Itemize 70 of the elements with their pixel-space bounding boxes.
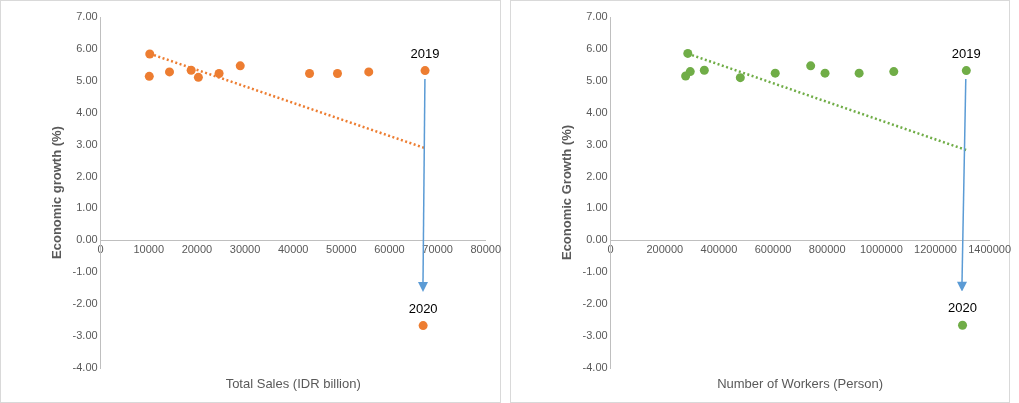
y-tick-label: 6.00 xyxy=(585,41,608,54)
point xyxy=(418,321,428,331)
y-tick-label: 2.00 xyxy=(76,169,98,182)
point xyxy=(214,68,224,78)
x-tick-label: 50000 xyxy=(326,242,357,255)
y-tick-label: 6.00 xyxy=(76,41,98,54)
annotation: 2020 xyxy=(408,300,438,316)
y-tick-label: 1.00 xyxy=(585,201,608,214)
point xyxy=(332,68,342,78)
point xyxy=(770,68,780,78)
x-tick-label: 1400000 xyxy=(967,242,1011,255)
x-tick-label: 400000 xyxy=(700,242,737,255)
x-tick-label: 40000 xyxy=(277,242,309,255)
point xyxy=(165,67,174,77)
point xyxy=(699,65,709,75)
point xyxy=(364,67,374,77)
point xyxy=(235,61,245,71)
x-axis-title: Total Sales (IDR billion) xyxy=(225,375,361,391)
annotation: 2019 xyxy=(951,45,981,61)
y-tick-label: 4.00 xyxy=(585,105,608,118)
annotation: 2020 xyxy=(947,300,977,316)
point xyxy=(193,72,203,82)
y-tick-label: -4.00 xyxy=(582,361,608,374)
y-tick-label: -3.00 xyxy=(582,329,608,342)
y-tick-label: -1.00 xyxy=(582,265,608,278)
x-tick-label: 10000 xyxy=(133,242,165,255)
point xyxy=(685,67,695,77)
x-axis-title: Number of Workers (Person) xyxy=(716,375,883,391)
point xyxy=(854,68,864,78)
x-tick-label: 600000 xyxy=(754,242,791,255)
y-tick-label: 0.00 xyxy=(585,233,608,246)
y-tick-label: 7.00 xyxy=(585,10,608,23)
x-tick-label: 70000 xyxy=(422,242,453,255)
y-tick-label: 7.00 xyxy=(76,10,98,23)
point xyxy=(820,68,830,78)
point xyxy=(420,66,430,76)
y-tick-label: 0.00 xyxy=(76,233,98,246)
x-tick-label: 20000 xyxy=(181,242,213,255)
x-tick-label: 1000000 xyxy=(859,242,903,255)
y-axis-title: Economic growth (%) xyxy=(49,126,65,259)
point xyxy=(305,68,315,78)
x-tick-label: 60000 xyxy=(374,242,405,255)
x-tick-label: 800000 xyxy=(808,242,846,255)
point xyxy=(735,73,745,83)
y-tick-label: -1.00 xyxy=(72,265,98,278)
y-tick-label: -2.00 xyxy=(72,297,98,310)
x-tick-label: 1200000 xyxy=(913,242,957,255)
annotation: 2019 xyxy=(410,45,440,61)
point xyxy=(888,67,898,77)
y-tick-label: -3.00 xyxy=(72,329,98,342)
point xyxy=(682,48,692,58)
point xyxy=(805,61,815,71)
point xyxy=(961,66,971,76)
y-tick-label: -4.00 xyxy=(72,361,98,374)
point xyxy=(186,65,196,75)
point xyxy=(144,71,154,81)
y-tick-label: 3.00 xyxy=(76,137,98,150)
x-tick-label: 30000 xyxy=(229,242,261,255)
y-tick-label: 5.00 xyxy=(585,73,608,86)
point xyxy=(957,320,967,330)
x-tick-label: 80000 xyxy=(470,242,501,255)
y-tick-label: -2.00 xyxy=(582,297,608,310)
point xyxy=(145,49,155,59)
y-tick-label: 4.00 xyxy=(76,105,98,118)
y-axis-title: Economic Growth (%) xyxy=(558,124,574,261)
y-tick-label: 3.00 xyxy=(585,137,608,150)
y-tick-label: 5.00 xyxy=(76,73,98,86)
y-tick-label: 2.00 xyxy=(585,169,608,182)
x-tick-label: 200000 xyxy=(645,242,683,255)
y-tick-label: 1.00 xyxy=(76,201,98,214)
